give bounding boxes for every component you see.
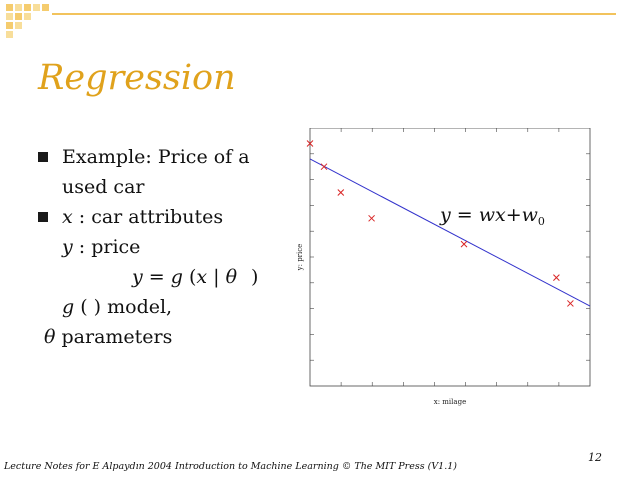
equation-annotation: y = wx+w0 — [439, 204, 545, 228]
bullet-square-icon — [38, 152, 48, 162]
page-number: 12 — [588, 451, 602, 464]
model-line: g ( ) model, — [62, 296, 173, 318]
plot-frame — [309, 128, 591, 387]
y-axis-label: y: price — [296, 244, 304, 272]
data-point — [553, 274, 560, 281]
var-y: y — [62, 236, 73, 258]
data-point — [320, 163, 328, 171]
equation-line: y = g (x | θ ) — [132, 266, 259, 288]
regression-line — [309, 158, 591, 307]
corner-decoration — [0, 0, 120, 45]
data-point — [567, 300, 574, 307]
bullet-text: Example: Price of a — [62, 146, 250, 168]
var-x: x — [62, 206, 73, 228]
bullet-example: Example: Price of a — [38, 142, 318, 172]
data-point — [368, 214, 375, 222]
data-point — [460, 240, 468, 248]
bullet-x: x : car attributes — [38, 202, 318, 232]
regression-chart: x: milage y: price y = wx+w0 — [296, 128, 591, 406]
bullet-text-continued: used car — [62, 176, 145, 198]
slide-title: Regression — [38, 58, 236, 98]
bullet-list: Example: Price of a used car x : car att… — [38, 142, 318, 352]
x-axis-label: x: milage — [434, 398, 466, 406]
line-y-price: y : price — [62, 236, 141, 258]
data-point — [337, 189, 345, 196]
footer-credit: Lecture Notes for E Alpaydın 2004 Introd… — [4, 461, 457, 472]
data-point — [306, 140, 314, 147]
top-rule — [52, 13, 616, 15]
params-line: θ parameters — [44, 326, 173, 348]
bullet-square-icon — [38, 212, 48, 222]
bullet-text: : car attributes — [72, 206, 224, 228]
